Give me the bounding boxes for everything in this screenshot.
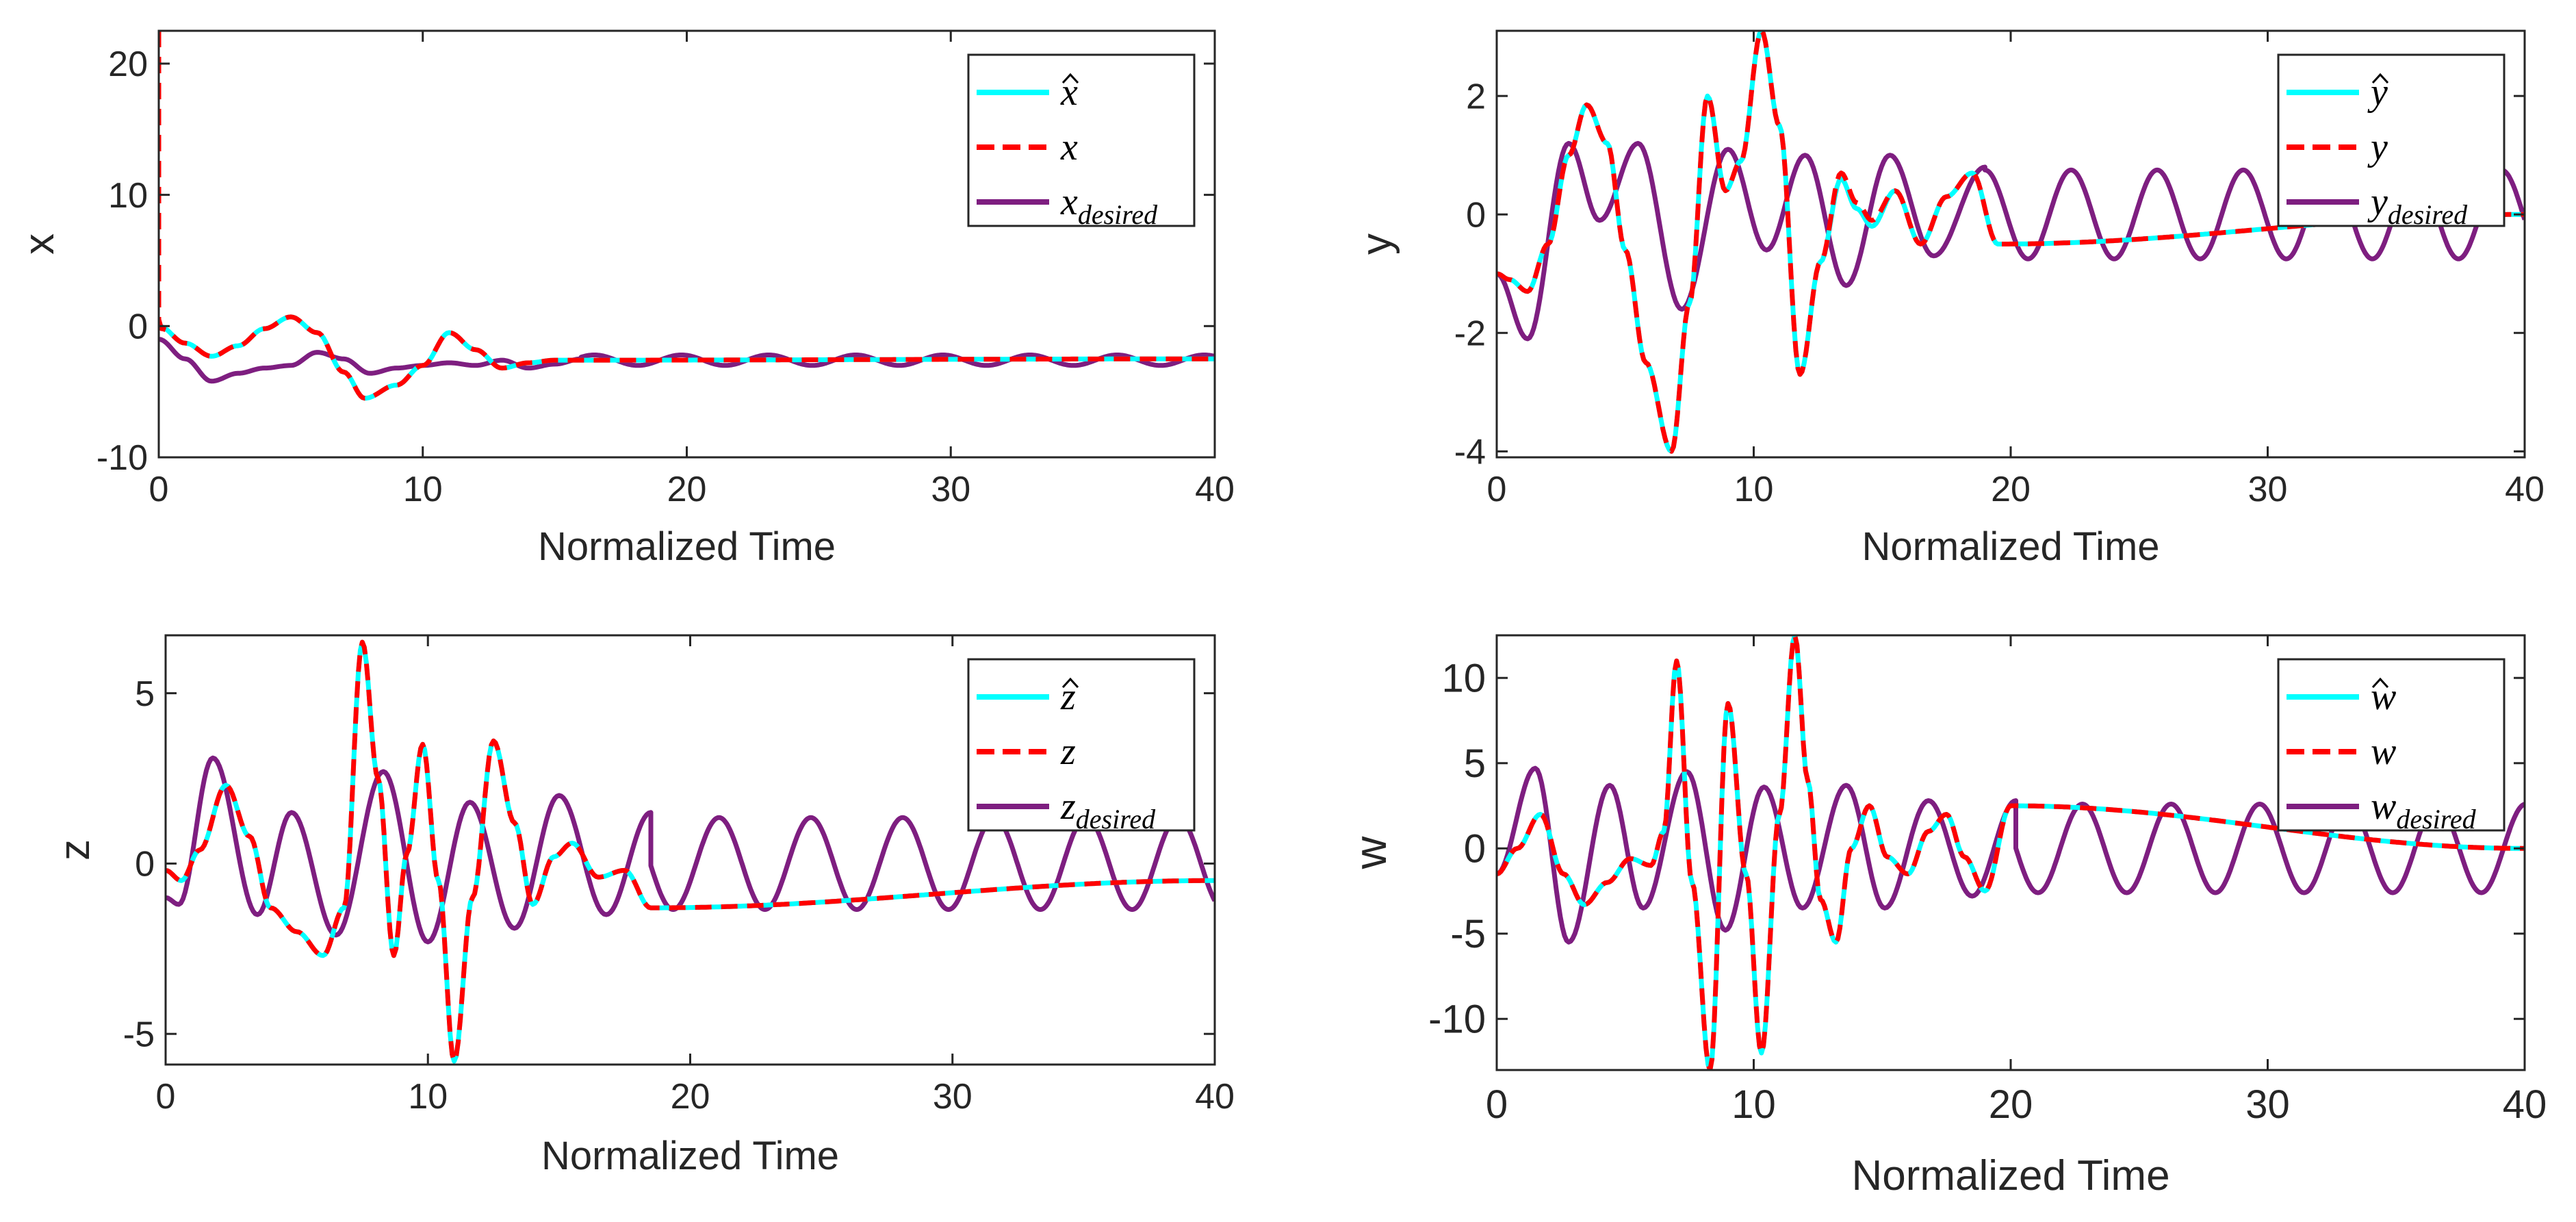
x-tick-label: 10: [1731, 1082, 1776, 1127]
hat-accent: [1061, 73, 1079, 84]
series-line-x-desired: [159, 337, 1215, 384]
x-tick-label: 30: [2248, 470, 2288, 509]
series-line-y-desired: [1497, 140, 2525, 342]
series-line-z-desired: [166, 755, 1215, 945]
y-axis-label: z: [51, 839, 99, 861]
x-tick-label: 20: [671, 1077, 710, 1117]
x-axis-label: Normalized Time: [538, 524, 836, 569]
x-tick-label: 0: [1486, 1082, 1508, 1127]
y-tick-label: 0: [1466, 195, 1486, 235]
legend-label-actual: z: [1060, 730, 1076, 773]
x-axis-label: Normalized Time: [541, 1134, 839, 1178]
y-tick-label: -10: [1428, 997, 1486, 1042]
y-tick-label: 10: [1441, 657, 1486, 701]
y-tick-label: 10: [108, 176, 148, 216]
x-tick-label: 30: [2245, 1082, 2290, 1127]
x-tick-label: 0: [156, 1077, 176, 1117]
x-tick-label: 20: [1991, 470, 2031, 509]
x-axis-label: Normalized Time: [1862, 524, 2159, 569]
y-tick-label: -5: [123, 1015, 155, 1054]
legend-box: [2277, 53, 2506, 227]
x-tick-label: 20: [1989, 1082, 2033, 1127]
y-tick-label: 0: [128, 307, 148, 347]
hat-accent: [2371, 677, 2389, 689]
x-tick-label: 40: [1195, 470, 1235, 509]
y-tick-label: 0: [1464, 827, 1486, 871]
y-tick-label: 0: [135, 845, 155, 884]
x-tick-label: 40: [1195, 1077, 1235, 1117]
y-tick-label: 5: [1464, 741, 1486, 786]
y-tick-label: -4: [1454, 433, 1486, 472]
y-tick-label: 20: [108, 44, 148, 84]
y-tick-label: 5: [135, 674, 155, 714]
legend-box: [967, 658, 1196, 832]
y-axis-label: x: [16, 233, 63, 255]
x-tick-label: 30: [931, 470, 970, 509]
y-axis-label: y: [1353, 233, 1400, 255]
x-tick-label: 40: [2505, 470, 2545, 509]
legend-label-actual: x: [1060, 126, 1078, 168]
legend-box: [2277, 658, 2506, 832]
x-axis-label: Normalized Time: [1851, 1152, 2169, 1199]
x-tick-label: 10: [403, 470, 443, 509]
series-line-x-actual: [159, 31, 1215, 401]
legend-label-desired: xdesired: [1060, 181, 1158, 230]
legend-label-desired: ydesired: [2367, 181, 2468, 230]
x-tick-label: 20: [667, 470, 707, 509]
legend-label-desired: wdesired: [2371, 785, 2477, 835]
x-tick-label: 30: [933, 1077, 973, 1117]
y-tick-label: -2: [1454, 314, 1486, 353]
y-axis-label: w: [1345, 836, 1395, 869]
legend-label-actual: w: [2371, 730, 2396, 773]
legend-label-desired: zdesired: [1060, 785, 1156, 835]
y-tick-label: -5: [1450, 912, 1486, 956]
y-tick-label: 2: [1466, 77, 1486, 116]
x-tick-label: 10: [1734, 470, 1774, 509]
hat-accent: [2371, 73, 2389, 84]
legend-label-actual: y: [2367, 126, 2388, 168]
series-line-w-desired: [1497, 765, 2525, 945]
hat-accent: [1061, 677, 1079, 689]
x-tick-label: 10: [408, 1077, 448, 1117]
series-line-z-actual: [166, 639, 1215, 1064]
y-tick-label: -10: [96, 438, 148, 478]
legend-box: [967, 53, 1196, 227]
x-tick-label: 40: [2503, 1082, 2547, 1127]
x-tick-label: 0: [1487, 470, 1507, 509]
x-tick-label: 0: [149, 470, 169, 509]
series-line-w-actual: [1497, 635, 2525, 1070]
